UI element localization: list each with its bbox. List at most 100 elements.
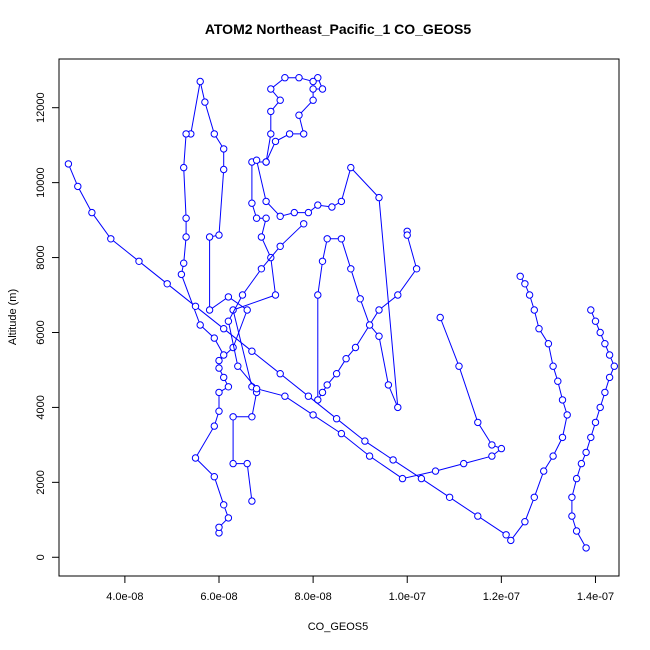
data-point	[180, 163, 188, 172]
data-point	[572, 474, 581, 483]
data-point	[215, 523, 223, 531]
data-point	[281, 392, 289, 400]
data-point	[568, 512, 576, 520]
data-point	[337, 197, 346, 206]
y-tick-label: 10000	[35, 167, 47, 198]
data-point	[224, 514, 233, 522]
data-point	[262, 158, 270, 166]
data-point	[210, 422, 219, 430]
data-point	[304, 392, 313, 400]
y-tick-label: 4000	[35, 395, 47, 419]
data-point	[220, 165, 228, 174]
data-point	[285, 130, 294, 138]
data-point	[356, 295, 364, 303]
data-point	[497, 444, 506, 453]
data-point	[605, 351, 614, 359]
x-tick-label: 4.0e-08	[106, 591, 143, 603]
data-point	[182, 214, 190, 222]
data-point	[220, 373, 228, 382]
series-line-7	[67, 163, 507, 536]
data-point	[436, 313, 444, 322]
data-point	[474, 418, 482, 427]
data-point	[582, 544, 590, 552]
data-point	[488, 452, 496, 460]
chart-title: ATOM2 Northeast_Pacific_1 CO_GEOS5	[205, 21, 472, 37]
series-layer	[64, 74, 618, 552]
x-tick-label: 1.4e-07	[577, 591, 614, 603]
data-point	[191, 454, 200, 462]
data-point	[304, 208, 313, 217]
data-point	[351, 343, 360, 352]
data-point	[224, 317, 233, 325]
data-point	[220, 351, 228, 359]
data-point	[525, 291, 534, 299]
data-point	[309, 411, 317, 419]
data-point	[215, 356, 223, 365]
data-point	[591, 317, 600, 325]
data-point	[215, 364, 223, 372]
data-point	[605, 373, 614, 382]
data-point	[549, 452, 557, 460]
data-point	[318, 85, 327, 93]
data-point	[182, 130, 190, 138]
data-point	[365, 452, 374, 460]
data-point	[196, 77, 204, 86]
data-point	[201, 98, 209, 106]
data-point	[591, 418, 600, 427]
data-point	[314, 74, 322, 82]
data-point	[257, 233, 266, 241]
data-point	[460, 459, 468, 468]
data-point	[535, 325, 543, 333]
data-point	[403, 231, 411, 239]
series-line-1	[180, 81, 248, 533]
data-point	[337, 235, 346, 243]
data-point	[271, 137, 280, 146]
data-point	[332, 370, 341, 378]
x-axis: 4.0e-08 6.0e-08 8.0e-08 1.0e-07 1.2e-07 1.4e-…	[106, 575, 614, 603]
data-point	[252, 214, 261, 222]
data-point	[347, 163, 355, 172]
data-point	[347, 265, 355, 273]
data-point	[577, 459, 586, 468]
data-point	[601, 340, 609, 348]
data-point	[389, 456, 397, 464]
data-point	[135, 257, 143, 265]
data-point	[252, 385, 261, 393]
data-point	[267, 130, 275, 138]
data-point	[271, 291, 280, 299]
y-tick-label: 6000	[35, 320, 47, 344]
y-tick-label: 8000	[35, 245, 47, 269]
data-point	[309, 77, 317, 86]
data-point	[276, 212, 284, 221]
data-point	[412, 265, 421, 273]
data-point	[267, 107, 275, 116]
y-tick-label: 2000	[35, 470, 47, 494]
data-point	[64, 160, 73, 168]
data-point	[182, 233, 190, 241]
data-point	[252, 156, 261, 164]
data-point	[610, 362, 618, 370]
data-point	[474, 512, 482, 520]
data-point	[215, 388, 223, 397]
data-point	[196, 321, 204, 329]
data-point	[587, 433, 595, 442]
data-point	[300, 130, 308, 138]
data-point	[74, 182, 82, 191]
data-point	[361, 437, 369, 445]
data-point	[342, 355, 350, 363]
data-point	[337, 429, 346, 438]
data-point	[276, 242, 284, 251]
data-point	[238, 291, 247, 299]
data-point	[365, 321, 374, 329]
data-point	[558, 433, 567, 442]
data-point	[220, 501, 228, 509]
data-point	[394, 291, 402, 299]
data-point	[530, 306, 538, 314]
data-point	[276, 96, 284, 104]
data-point	[323, 381, 331, 389]
data-point	[220, 145, 228, 153]
data-point	[394, 403, 402, 412]
data-point	[309, 85, 317, 93]
data-point	[229, 459, 237, 468]
y-tick-label: 12000	[35, 92, 47, 123]
